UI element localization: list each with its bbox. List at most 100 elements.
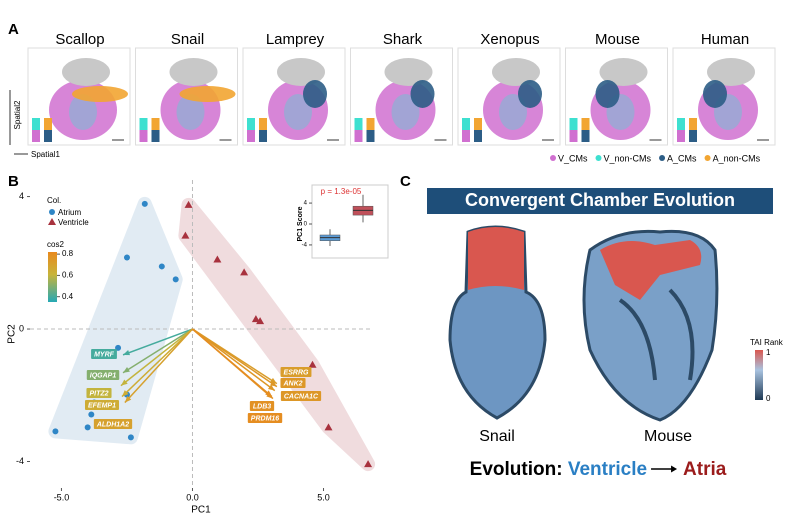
gene-label-box	[280, 367, 312, 377]
tissue	[703, 80, 727, 108]
inset-y-tick-label: -4	[302, 243, 308, 249]
x-tick-label: 0.0	[186, 492, 199, 502]
species-title: Mouse	[595, 31, 640, 48]
arrow-head	[121, 390, 129, 397]
proportion-bar	[474, 130, 482, 142]
proportion-bar	[151, 118, 160, 130]
gene-label: PITZ2	[89, 390, 108, 397]
point	[251, 315, 260, 323]
caption-to: Atria	[683, 459, 727, 480]
arrow-head	[124, 395, 132, 403]
y-tick-label: -4	[16, 456, 24, 466]
tissue	[62, 58, 110, 86]
x-tick-label: -5.0	[54, 492, 70, 502]
colorbar	[755, 350, 763, 400]
point	[308, 360, 317, 368]
legend-label: Atrium	[58, 208, 81, 217]
proportion-bar	[677, 130, 685, 142]
proportion-bar	[247, 130, 255, 142]
panel-label: B	[8, 173, 19, 190]
inset-y-tick-label: 0	[304, 222, 308, 228]
tissue	[599, 58, 648, 86]
inset-y-tick-label: 4	[304, 201, 308, 207]
colorbar-tick-label: 0.6	[62, 271, 74, 280]
gene-label-box	[280, 378, 306, 388]
tissue	[707, 58, 755, 86]
legend-label: Ventricle	[58, 218, 89, 227]
colorbar-tick-label: 0.4	[62, 292, 74, 301]
tissue	[69, 94, 97, 130]
legend-dot	[659, 155, 666, 161]
proportion-bar	[354, 118, 363, 130]
arrow-head	[123, 367, 130, 373]
colorbar-tick: 0	[766, 394, 771, 403]
gene-label: PRDM16	[251, 415, 280, 422]
evolution-caption: Evolution: Ventricle Atria	[470, 459, 727, 480]
y-tick-label: 4	[19, 191, 24, 201]
point	[181, 231, 190, 239]
point	[172, 276, 179, 283]
point	[88, 411, 95, 418]
proportion-bar	[44, 130, 52, 142]
point	[213, 255, 222, 263]
legend-label: A_non-CMs	[713, 153, 761, 163]
arrow-head	[270, 380, 277, 387]
y-tick-label: 0	[19, 323, 24, 333]
species-title: Xenopus	[480, 31, 539, 48]
gene-label: LDB3	[253, 403, 271, 410]
arrow-head	[267, 384, 275, 391]
legend-dot	[595, 155, 602, 161]
point	[184, 200, 193, 208]
gene-label-box	[91, 349, 117, 359]
axis-label: Spatial2	[13, 100, 22, 129]
gene-label: EFEMP1	[88, 402, 116, 409]
loading-arrow	[122, 328, 193, 356]
gene-label: ALDH1A2	[96, 421, 129, 428]
legend-dot	[550, 155, 556, 161]
loading-arrow	[121, 328, 194, 398]
inset-y-label: PC1 Score	[297, 206, 304, 241]
arrow-head	[120, 379, 128, 386]
gene-label-box	[93, 419, 133, 429]
proportion-bar	[689, 130, 697, 142]
gene-label-box	[84, 400, 120, 410]
loading-arrow	[192, 328, 276, 392]
arrow-head	[123, 350, 131, 356]
inset-panel	[311, 184, 389, 259]
point	[52, 428, 59, 435]
caption-text: Evolution:	[470, 459, 563, 480]
proportion-bar	[139, 118, 148, 130]
tissue	[384, 58, 433, 86]
proportion-bar	[462, 130, 470, 142]
y-axis-label: PC2	[7, 324, 18, 344]
loading-arrow	[124, 328, 194, 404]
proportion-bar	[139, 130, 148, 142]
inset-annotation: p = 1.3e-05	[321, 187, 362, 196]
proportion-bar	[474, 118, 482, 130]
tissue	[410, 80, 435, 108]
x-tick-label: 5.0	[317, 492, 330, 502]
gene-label-box	[280, 391, 322, 401]
species-label: Snail	[479, 428, 515, 445]
species-title: Snail	[171, 31, 204, 48]
loading-arrow	[122, 328, 193, 374]
legend-label: V_non-CMs	[604, 153, 652, 163]
proportion-bar	[689, 118, 697, 130]
proportion-bar	[354, 130, 363, 142]
title-banner	[427, 188, 773, 214]
arrow-head	[671, 465, 678, 473]
point	[84, 424, 91, 431]
colorbar-title: cos2	[47, 240, 64, 249]
proportion-bar	[259, 130, 267, 142]
proportion-bar	[366, 118, 375, 130]
species-title: Scallop	[55, 31, 104, 48]
point	[364, 460, 373, 468]
proportion-bar	[581, 130, 590, 142]
loading-arrow	[120, 328, 193, 387]
proportion-bar	[151, 130, 160, 142]
gene-label: IQGAP1	[90, 372, 117, 379]
point	[123, 254, 130, 261]
proportion-bar	[247, 118, 255, 130]
mouse-heart	[582, 229, 719, 422]
